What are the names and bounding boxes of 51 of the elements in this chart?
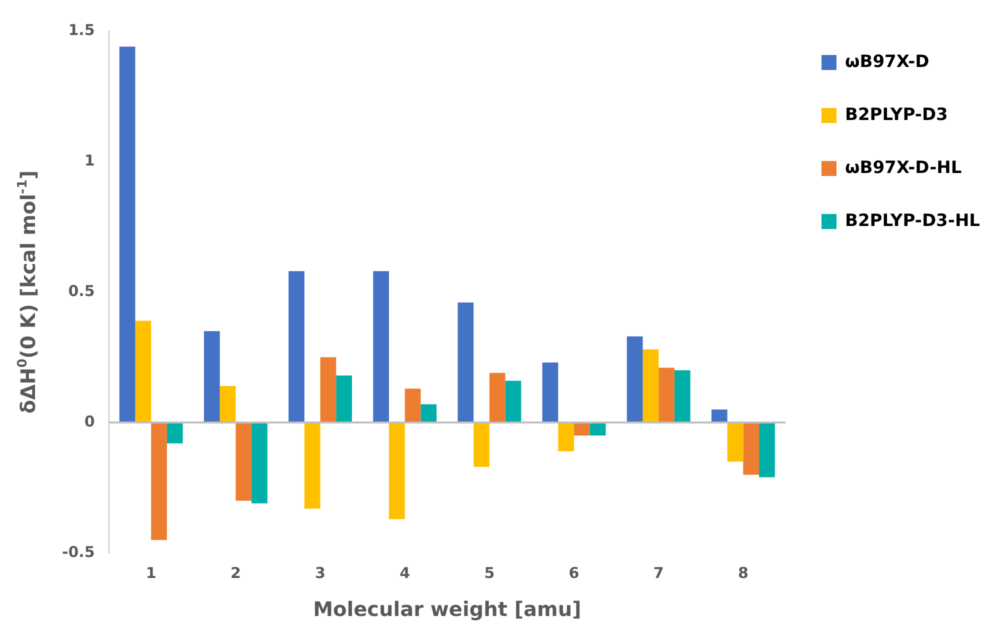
bar	[658, 368, 674, 422]
x-tick-label: 8	[738, 564, 748, 582]
bar	[574, 422, 590, 436]
y-axis-title: δΔH0(0 K) [kcal mol-1]	[15, 170, 40, 414]
bar	[489, 372, 506, 422]
bar	[204, 331, 220, 422]
x-tick-label: 5	[484, 564, 495, 582]
bar	[388, 422, 405, 520]
bar	[642, 349, 659, 422]
bar	[727, 422, 744, 462]
bar	[711, 409, 728, 422]
bar	[404, 388, 421, 422]
bar	[505, 380, 522, 422]
bar	[373, 271, 389, 422]
bar	[252, 422, 268, 504]
bar	[304, 422, 320, 509]
y-tick-label: 1	[84, 151, 95, 170]
y-tick-label: 1.5	[68, 20, 95, 39]
bar	[151, 422, 167, 540]
bar	[119, 46, 136, 422]
legend-label: ωB97X-D-HL	[844, 158, 962, 178]
legend-label: ωB97X-D	[844, 52, 930, 72]
bar	[288, 271, 304, 422]
legend-label: B2PLYP-D3	[844, 104, 948, 125]
bar	[474, 422, 490, 467]
y-tick-label: 0.5	[68, 282, 95, 300]
x-tick-label: 2	[230, 564, 241, 582]
y-tick-label: 0	[84, 412, 95, 430]
bar	[420, 404, 437, 422]
bar	[743, 422, 760, 475]
x-tick-label: 1	[146, 564, 156, 582]
x-tick-label: 6	[568, 564, 580, 582]
bar	[135, 320, 152, 422]
bar	[236, 422, 252, 501]
bar	[458, 302, 474, 422]
x-axis-title: Molecular weight [amu]	[313, 597, 582, 622]
bar	[336, 376, 352, 422]
bar	[320, 357, 336, 422]
legend-label: B2PLYP-D3-HL	[844, 210, 980, 231]
bar	[674, 370, 690, 422]
x-tick-label: 3	[315, 564, 326, 582]
x-tick-label: 7	[653, 564, 664, 582]
bar	[542, 362, 558, 422]
x-tick-label: 4	[400, 564, 410, 582]
bar	[759, 422, 775, 478]
bar	[220, 386, 236, 422]
bar	[558, 422, 574, 452]
y-tick-label: -0.5	[62, 542, 95, 561]
bar	[166, 422, 183, 444]
bar	[626, 336, 643, 422]
bar	[590, 422, 606, 436]
